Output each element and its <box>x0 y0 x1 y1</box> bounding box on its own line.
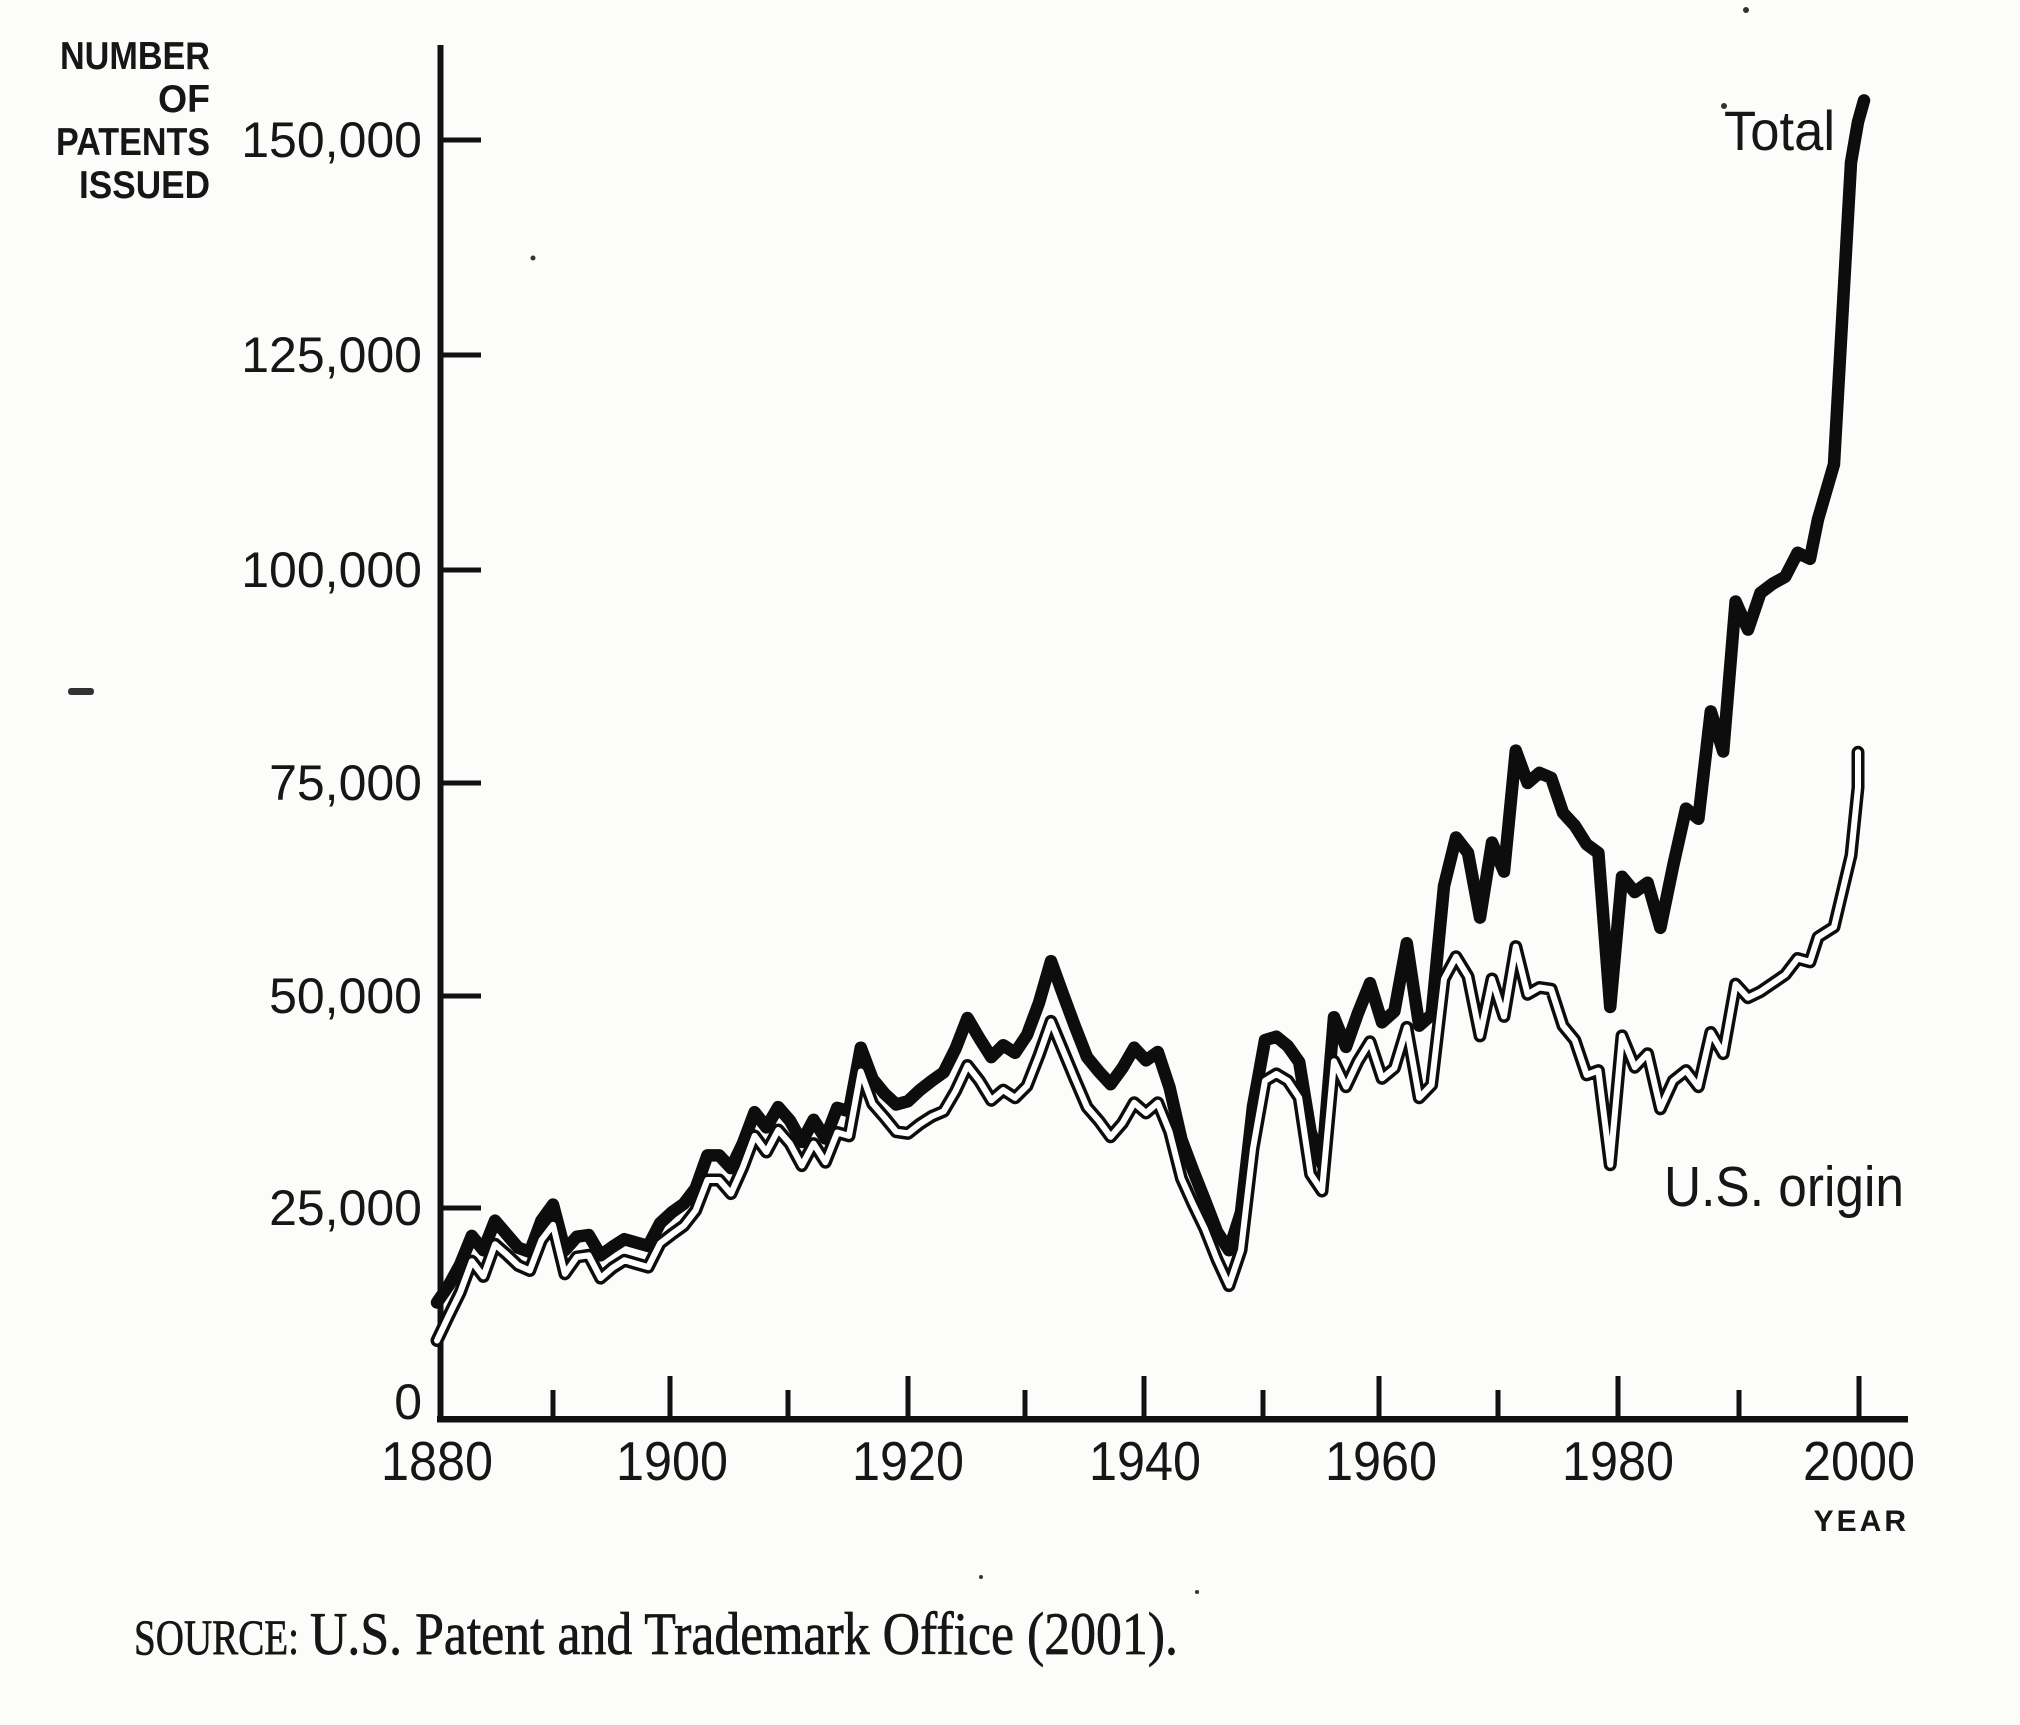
svg-text:100,000: 100,000 <box>241 542 422 598</box>
svg-text:Total: Total <box>1724 99 1835 162</box>
svg-text:1980: 1980 <box>1562 1430 1674 1492</box>
svg-text:1880: 1880 <box>381 1430 493 1492</box>
svg-text:U.S. origin: U.S. origin <box>1664 1155 1904 1219</box>
svg-text:NUMBER: NUMBER <box>60 35 210 78</box>
svg-text:25,000: 25,000 <box>269 1180 422 1236</box>
svg-text:U.S. Patent and Trademark Offi: U.S. Patent and Trademark Office (2001). <box>310 1601 1178 1667</box>
svg-text:125,000: 125,000 <box>241 327 422 383</box>
svg-text:50,000: 50,000 <box>269 968 422 1024</box>
svg-text:150,000: 150,000 <box>241 112 422 168</box>
svg-text:1920: 1920 <box>852 1430 964 1492</box>
svg-text:1960: 1960 <box>1325 1430 1437 1492</box>
svg-text:1940: 1940 <box>1089 1430 1201 1492</box>
svg-text:YEAR: YEAR <box>1814 1505 1909 1538</box>
svg-text:2000: 2000 <box>1803 1430 1915 1492</box>
svg-text:PATENTS: PATENTS <box>56 121 210 164</box>
svg-text:ISSUED: ISSUED <box>79 164 210 207</box>
svg-text:75,000: 75,000 <box>269 755 422 811</box>
svg-text:1900: 1900 <box>616 1430 728 1492</box>
svg-text:SOURCE:: SOURCE: <box>134 1609 299 1665</box>
svg-text:OF: OF <box>158 78 210 121</box>
svg-text:0: 0 <box>394 1374 422 1430</box>
